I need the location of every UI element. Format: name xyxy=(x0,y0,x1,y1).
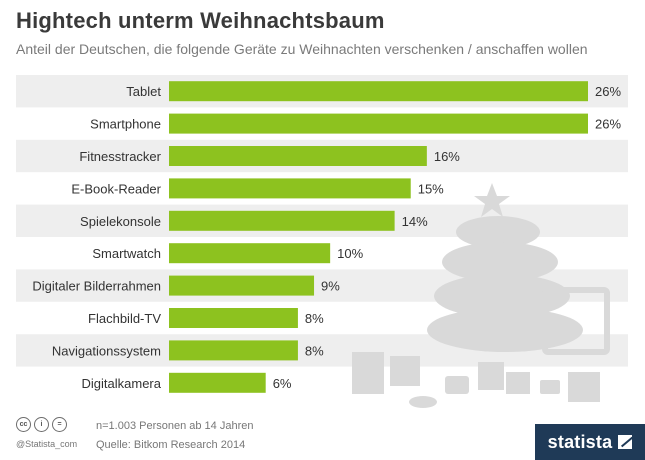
category-label: Digitalkamera xyxy=(82,376,162,391)
category-labels: Tablet Smartphone Fitnesstracker E-Book-Rea… xyxy=(32,84,161,391)
gift-icon xyxy=(352,352,384,394)
category-label: E-Book-Reader xyxy=(71,181,161,196)
no-derivatives-icon[interactable]: = xyxy=(52,417,67,432)
navigation-device-icon xyxy=(540,380,560,394)
cc-icon[interactable]: cc xyxy=(16,417,31,432)
monitor-icon xyxy=(542,287,610,355)
bar xyxy=(169,372,266,393)
category-label: Navigationssystem xyxy=(52,343,161,358)
bar xyxy=(169,113,588,134)
category-label: Flachbild-TV xyxy=(88,311,161,326)
star-icon xyxy=(474,183,510,217)
tree-tier-icon xyxy=(442,242,558,282)
camera-icon xyxy=(445,376,469,394)
christmas-tree-illustration xyxy=(352,183,610,408)
gift-icon xyxy=(568,372,600,402)
statista-handle[interactable]: @Statista_com xyxy=(16,439,78,449)
bar xyxy=(169,340,298,361)
license-badges: cc i = xyxy=(16,417,67,432)
value-label: 16% xyxy=(434,149,460,164)
category-label: Fitnesstracker xyxy=(79,149,161,164)
bar xyxy=(169,178,411,199)
bar xyxy=(169,146,427,166)
chart-title: Hightech unterm Weihnachtsbaum xyxy=(16,8,385,33)
category-label: Tablet xyxy=(126,84,161,99)
category-label: Smartphone xyxy=(90,117,161,132)
value-label: 8% xyxy=(305,343,324,358)
value-label: 26% xyxy=(595,117,621,132)
tree-tier-icon xyxy=(456,216,540,248)
bar xyxy=(169,210,395,231)
chart-subtitle: Anteil der Deutschen, die folgende Gerät… xyxy=(16,41,588,57)
bar-chart: Tablet Smartphone Fitnesstracker E-Book-Rea… xyxy=(16,75,628,408)
value-label: 15% xyxy=(418,181,444,196)
bar xyxy=(169,275,315,296)
bars xyxy=(169,81,588,393)
value-label: 8% xyxy=(305,311,324,326)
value-label: 6% xyxy=(273,376,292,391)
value-label: 9% xyxy=(321,279,340,294)
category-label: Spielekonsole xyxy=(80,214,161,229)
gamepad-icon xyxy=(409,396,437,408)
value-label: 14% xyxy=(402,214,428,229)
statista-logo-icon xyxy=(618,435,633,449)
statista-logo[interactable]: statista xyxy=(535,424,645,460)
bar xyxy=(169,308,298,328)
value-label: 10% xyxy=(337,246,363,261)
value-label: 26% xyxy=(595,84,621,99)
gift-icon xyxy=(390,356,420,386)
bar xyxy=(169,243,331,264)
source-note: Quelle: Bitkom Research 2014 xyxy=(96,439,246,451)
bar xyxy=(169,81,588,102)
attribution-icon[interactable]: i xyxy=(34,417,49,432)
category-label: Digitaler Bilderrahmen xyxy=(32,279,161,294)
value-labels: 26% 26% 16% 15% 14% 10% 9% 8% 8% 6% xyxy=(273,84,622,391)
tree-tier-icon xyxy=(427,308,583,352)
sample-note: n=1.003 Personen ab 14 Jahren xyxy=(96,420,254,432)
brand-wordmark: statista xyxy=(547,431,613,452)
tree-tier-icon xyxy=(434,274,570,318)
category-label: Smartwatch xyxy=(92,246,161,261)
photo-frame-icon xyxy=(506,372,530,394)
ebook-icon xyxy=(478,362,504,390)
